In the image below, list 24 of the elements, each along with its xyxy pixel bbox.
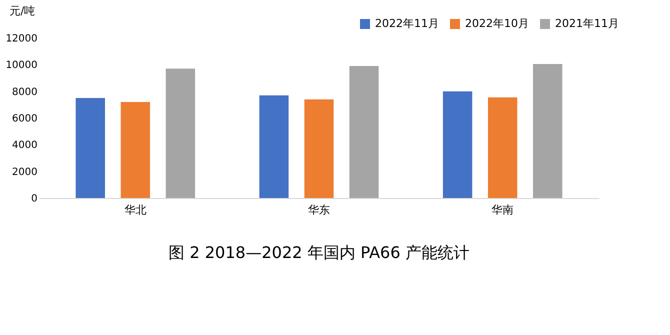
x-tick-label: 华南 [492,204,514,216]
text: 图 2 2018—2022 年国内 PA66 产能统计 [168,243,470,262]
bar [533,64,562,198]
bar [76,98,105,198]
y-tick-label: 0 [31,194,38,204]
y-tick-label: 12000 [6,34,38,44]
bar [488,97,518,198]
legend-label: 2021年11月 [555,17,619,30]
y-tick-label: 8000 [12,86,38,98]
x-tick-label: 华北 [124,204,146,216]
y-tick-label: 2000 [12,166,38,178]
y-tick-label: 4000 [12,140,38,152]
y-tick-label: 6000 [12,114,38,124]
bar [349,66,379,198]
bar [304,99,334,198]
bar [166,68,196,198]
y-tick-label: 10000 [6,60,38,72]
legend-label: 2022年10月 [465,17,529,30]
bar [259,95,289,198]
y-axis-title: 元/吨 [10,4,36,18]
x-tick-label: 华东 [308,204,330,216]
bar [120,102,150,198]
legend-label: 2022年11月 [375,17,439,30]
bar [442,91,472,198]
